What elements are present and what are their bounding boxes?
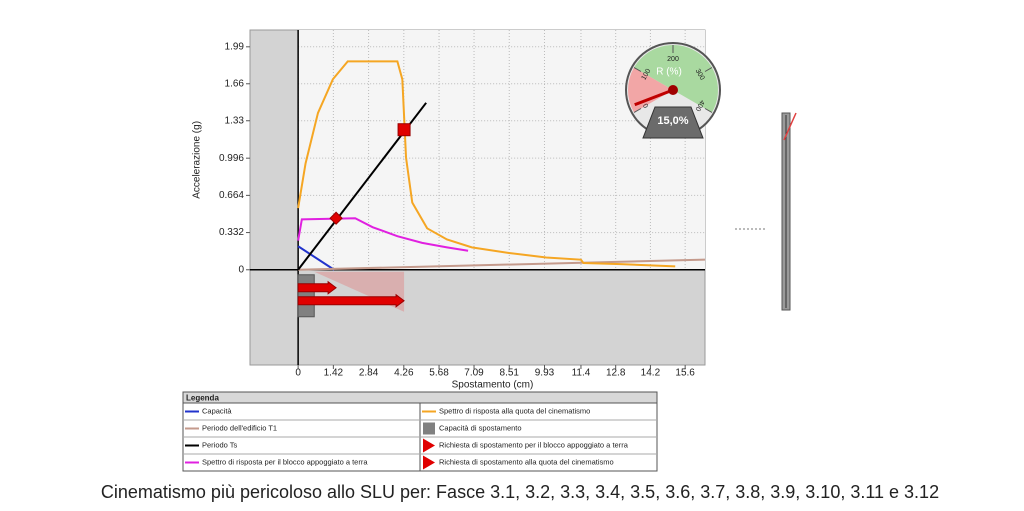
gauge-hub xyxy=(668,85,678,95)
series-line xyxy=(297,245,335,271)
x-tick-label: 4.26 xyxy=(394,368,414,379)
legend-label: Spettro di risposta per il blocco appogg… xyxy=(202,457,368,466)
y-tick-label: 1.99 xyxy=(225,41,245,52)
series-line xyxy=(297,217,469,252)
gauge-base xyxy=(642,106,704,139)
gauge-tick-label: 0 xyxy=(642,102,650,109)
series-line xyxy=(297,60,676,268)
legend-label: Capacità xyxy=(202,406,232,415)
legend-label: Periodo dell'edificio T1 xyxy=(202,423,277,432)
x-tick-label: 2.84 xyxy=(359,368,379,379)
gauge-needle xyxy=(634,88,674,107)
x-tick-label: 5.68 xyxy=(429,368,449,379)
y-tick-label: 0.996 xyxy=(219,153,244,164)
legend-label: Richiesta di spostamento alla quota del … xyxy=(439,457,614,466)
y-axis-label: Accelerazione (g) xyxy=(192,121,203,199)
x-tick-label: 0 xyxy=(295,368,301,379)
gauge-tick xyxy=(704,108,713,113)
y-tick-label: 1.66 xyxy=(225,78,245,89)
x-tick-label: 7.09 xyxy=(464,368,484,379)
gauge-zone-red xyxy=(628,67,673,113)
caption: Cinematismo più pericoloso allo SLU per:… xyxy=(101,482,939,502)
x-tick-label: 8.51 xyxy=(500,368,520,379)
legend-label: Periodo Ts xyxy=(202,440,238,449)
demand-marker xyxy=(329,211,343,225)
x-tick-label: 11.4 xyxy=(572,368,591,379)
y-tick-label: 0.664 xyxy=(219,190,244,201)
x-axis-label: Spostamento (cm) xyxy=(452,380,534,391)
gauge-value-label: 15,0% xyxy=(657,115,688,127)
y-tick-label: 0.332 xyxy=(219,227,244,238)
legend-symbol xyxy=(423,455,435,470)
y-tick-label: 1.33 xyxy=(225,115,245,126)
gauge-tick xyxy=(633,108,642,113)
gauge-zone-green xyxy=(634,45,718,113)
gauge-tick xyxy=(704,67,713,72)
demand-arrow xyxy=(297,293,405,308)
x-tick-label: 14.2 xyxy=(641,368,661,379)
legend-title: Legenda xyxy=(186,394,219,403)
x-tick-label: 9.93 xyxy=(535,368,555,379)
legend-symbol xyxy=(423,422,435,435)
gauge-tick xyxy=(633,67,642,72)
y-tick-label: 0 xyxy=(238,264,244,275)
legend-label: Richiesta di spostamento per il blocco a… xyxy=(439,440,629,449)
x-tick-label: 1.42 xyxy=(324,368,344,379)
legend-label: Capacità di spostamento xyxy=(439,423,522,432)
demand-arrow xyxy=(297,280,337,295)
demand-marker xyxy=(397,123,411,137)
gauge-tick-label: 100 xyxy=(640,68,652,82)
capacity-bar xyxy=(297,274,315,318)
column-deflection xyxy=(783,112,797,141)
series-line xyxy=(298,258,706,271)
gauge-tick-label: 200 xyxy=(667,56,679,63)
legend-symbol xyxy=(423,438,435,453)
legend-label: Spettro di risposta alla quota del cinem… xyxy=(439,406,590,415)
x-tick-label: 12.8 xyxy=(606,368,626,379)
gauge-tick-label: 300 xyxy=(694,68,706,82)
x-tick-label: 15.6 xyxy=(675,368,695,379)
gauge-title: R (%) xyxy=(656,67,682,78)
legend-header xyxy=(182,391,658,404)
gauge-tick-label: 400 xyxy=(694,99,706,113)
